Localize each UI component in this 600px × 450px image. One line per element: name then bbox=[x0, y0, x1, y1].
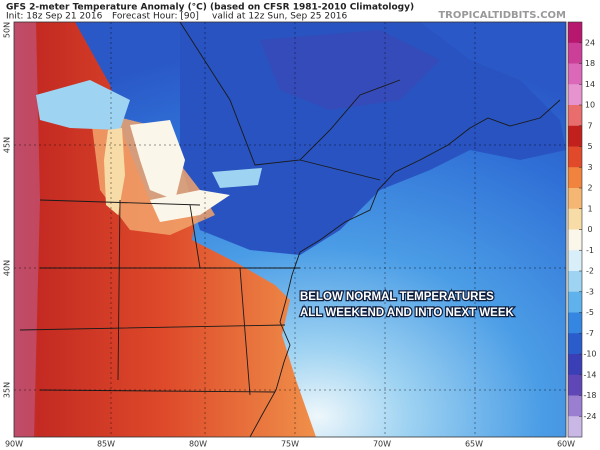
colorbar-label: 2 bbox=[587, 184, 592, 193]
colorbar-label: 7 bbox=[587, 121, 592, 130]
annotation: BELOW NORMAL TEMPERATURES ALL WEEKEND AN… bbox=[299, 290, 516, 321]
colorbar-label: -24 bbox=[583, 412, 596, 421]
lon-label: 60W bbox=[557, 440, 575, 449]
watermark: TROPICALTIDBITS.COM bbox=[438, 10, 566, 21]
lon-label: 75W bbox=[281, 440, 299, 449]
lat-label: 40N bbox=[3, 260, 12, 276]
colorbar-swatch bbox=[568, 84, 582, 106]
border-canada bbox=[179, 22, 401, 166]
colorbar-swatch bbox=[568, 105, 582, 127]
colorbar-label: 10 bbox=[585, 101, 595, 110]
coastline-north bbox=[299, 99, 561, 253]
colorbar-swatch bbox=[568, 167, 582, 189]
colorbar-swatch bbox=[568, 208, 582, 230]
colorbar-label: -10 bbox=[583, 350, 596, 359]
colorbar-label: 0 bbox=[587, 225, 592, 234]
colorbar-swatch bbox=[568, 271, 582, 293]
colorbar-swatch bbox=[568, 188, 582, 210]
colorbar-swatch bbox=[568, 416, 582, 438]
lake-ontario bbox=[212, 168, 262, 188]
colorbar-swatch bbox=[568, 146, 582, 168]
map-frame bbox=[13, 21, 567, 438]
colorbar-swatch bbox=[568, 354, 582, 376]
lat-label: 35N bbox=[3, 382, 12, 398]
colorbar-label: -18 bbox=[583, 391, 596, 400]
lat-label: 50N bbox=[3, 22, 12, 38]
colorbar-swatch bbox=[568, 333, 582, 355]
warm-edge bbox=[14, 22, 40, 437]
axes: 50N 45N 40N 35N 90W 85W 80W 75W 70W 65W 60W bbox=[3, 22, 576, 449]
valid-time: valid at 12z Sun, Sep 25 2016 bbox=[212, 12, 348, 22]
colorbar-swatch bbox=[568, 395, 582, 417]
map-field: BELOW NORMAL TEMPERATURES ALL WEEKEND AN… bbox=[14, 22, 566, 437]
lake-michigan bbox=[104, 128, 125, 215]
lat-label: 45N bbox=[3, 137, 12, 153]
colorbar-swatch bbox=[568, 42, 582, 64]
colorbar-label: -1 bbox=[586, 246, 594, 255]
colorbar-swatch bbox=[568, 312, 582, 334]
lon-label: 80W bbox=[189, 440, 207, 449]
colorbar-label: 5 bbox=[587, 142, 592, 151]
graticule bbox=[14, 22, 566, 437]
map-title: GFS 2-meter Temperature Anomaly (°C) (ba… bbox=[6, 3, 414, 13]
colorbar-swatch bbox=[568, 125, 582, 147]
colorbar-label: 24 bbox=[585, 38, 595, 47]
init-time: Init: 18z Sep 21 2016 bbox=[6, 12, 103, 22]
lon-label: 85W bbox=[97, 440, 115, 449]
colorbar-label: 3 bbox=[587, 163, 592, 172]
colorbar-label: 18 bbox=[585, 59, 595, 68]
colorbar-label: -2 bbox=[586, 267, 594, 276]
colorbar-label: -5 bbox=[586, 308, 594, 317]
colorbar-label: -7 bbox=[586, 329, 594, 338]
cold-core bbox=[260, 30, 440, 110]
forecast-hour: Forecast Hour: [90] bbox=[112, 12, 199, 22]
colorbar-swatch bbox=[568, 63, 582, 85]
lon-label: 90W bbox=[5, 440, 23, 449]
colorbar-swatch bbox=[568, 22, 582, 44]
annotation-line: ALL WEEKEND AND INTO NEXT WEEK bbox=[300, 307, 515, 319]
colorbar-label: 1 bbox=[587, 204, 592, 213]
coastline-south bbox=[249, 251, 301, 437]
colorbar-label: -14 bbox=[583, 370, 596, 379]
lake-huron bbox=[130, 120, 185, 200]
colorbar-swatch bbox=[568, 374, 582, 396]
colorbar-label: 14 bbox=[585, 80, 595, 89]
lon-label: 70W bbox=[373, 440, 391, 449]
lon-label: 65W bbox=[465, 440, 483, 449]
annotation-line: BELOW NORMAL TEMPERATURES bbox=[300, 291, 494, 303]
colorbar-swatch bbox=[568, 291, 582, 313]
colorbar-label: -3 bbox=[586, 287, 594, 296]
colorbar-swatch bbox=[568, 229, 582, 251]
lake-superior bbox=[36, 80, 130, 130]
colorbar-swatch bbox=[568, 250, 582, 272]
